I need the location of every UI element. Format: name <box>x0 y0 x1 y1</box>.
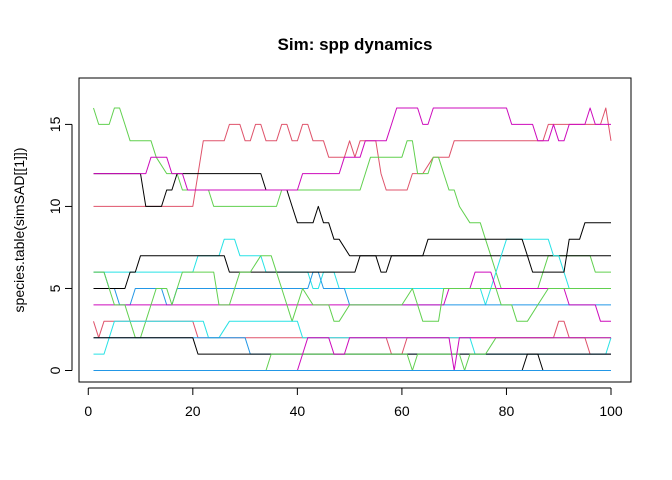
y-tick-label: 10 <box>47 198 63 214</box>
series-line-4 <box>93 107 611 191</box>
series-line-12 <box>93 337 611 355</box>
y-axis-label: species.table(simSAD[[1]]) <box>11 148 27 313</box>
y-axis: 0 5 10 15 <box>47 116 73 374</box>
series-lines <box>93 107 612 371</box>
chart-title: Sim: spp dynamics <box>278 35 433 54</box>
y-tick-label: 0 <box>47 366 63 374</box>
series-line-1 <box>93 107 612 207</box>
x-tick-label: 80 <box>499 403 515 419</box>
x-axis: 0 20 40 60 80 100 <box>84 387 623 419</box>
series-line-2 <box>93 107 611 289</box>
series-line-15 <box>93 337 611 371</box>
x-tick-label: 0 <box>84 403 92 419</box>
y-tick-label: 15 <box>47 116 63 132</box>
series-line-7 <box>93 222 611 289</box>
series-line-16 <box>93 353 611 371</box>
y-tick-label: 5 <box>47 284 63 292</box>
x-tick-label: 20 <box>185 403 201 419</box>
series-line-3 <box>93 173 611 273</box>
series-line-13 <box>93 337 611 355</box>
x-tick-label: 40 <box>290 403 306 419</box>
series-line-9 <box>93 255 611 339</box>
x-tick-label: 60 <box>394 403 410 419</box>
x-tick-label: 100 <box>599 403 623 419</box>
series-line-8 <box>93 271 611 322</box>
plot-frame <box>78 77 632 383</box>
series-line-14 <box>93 337 611 371</box>
